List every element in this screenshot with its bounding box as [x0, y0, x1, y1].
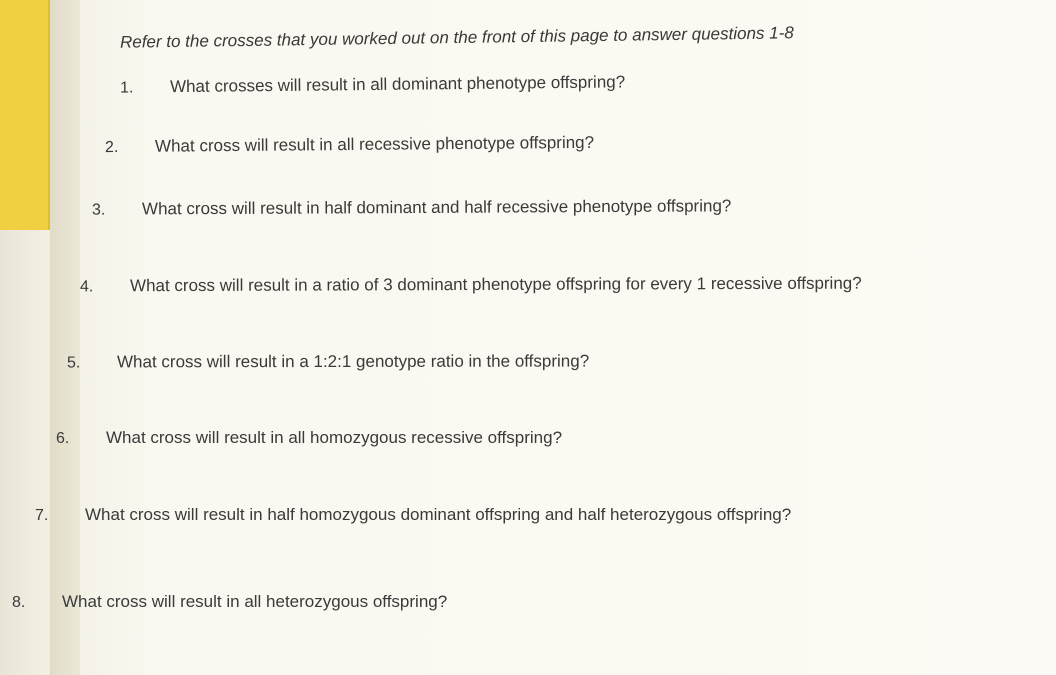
question-4: 4. What cross will result in a ratio of …: [80, 274, 862, 297]
question-7: 7. What cross will result in half homozy…: [35, 505, 791, 525]
question-text-7: What cross will result in half homozygou…: [85, 505, 791, 525]
question-8: 8. What cross will result in all heteroz…: [12, 592, 447, 612]
question-number-8: 8.: [12, 594, 32, 612]
question-text-6: What cross will result in all homozygous…: [106, 428, 562, 448]
question-2: 2. What cross will result in all recessi…: [105, 133, 594, 157]
question-number-6: 6.: [56, 430, 76, 448]
question-text-5: What cross will result in a 1:2:1 genoty…: [117, 352, 589, 373]
question-1: 1. What crosses will result in all domin…: [120, 72, 625, 97]
question-6: 6. What cross will result in all homozyg…: [56, 428, 562, 448]
question-number-5: 5.: [67, 354, 87, 372]
instruction-text: Refer to the crosses that you worked out…: [120, 23, 794, 52]
question-5: 5. What cross will result in a 1:2:1 gen…: [67, 352, 589, 373]
question-3: 3. What cross will result in half domina…: [92, 196, 731, 219]
question-number-1: 1.: [120, 79, 140, 97]
question-number-4: 4.: [80, 278, 100, 296]
question-text-2: What cross will result in all recessive …: [155, 133, 594, 157]
question-text-8: What cross will result in all heterozygo…: [62, 592, 447, 612]
worksheet-content: Refer to the crosses that you worked out…: [0, 0, 1056, 675]
question-number-7: 7.: [35, 507, 55, 525]
question-text-4: What cross will result in a ratio of 3 d…: [130, 274, 862, 297]
question-number-3: 3.: [92, 202, 112, 220]
question-text-3: What cross will result in half dominant …: [142, 196, 731, 219]
question-number-2: 2.: [105, 139, 125, 157]
question-text-1: What crosses will result in all dominant…: [170, 72, 625, 97]
